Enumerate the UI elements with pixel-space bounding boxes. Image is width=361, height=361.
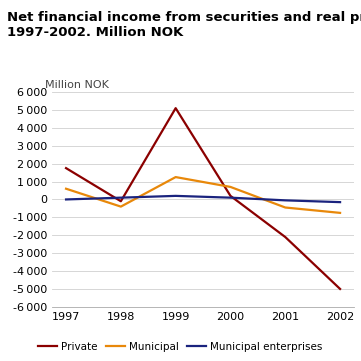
Private bbox=[119, 199, 123, 203]
Legend: Private, Municipal, Municipal enterprises: Private, Municipal, Municipal enterprise… bbox=[34, 338, 327, 356]
Private bbox=[174, 106, 178, 110]
Municipal bbox=[338, 211, 342, 215]
Municipal bbox=[64, 187, 68, 191]
Municipal enterprises bbox=[119, 196, 123, 200]
Line: Municipal: Municipal bbox=[66, 177, 340, 213]
Municipal bbox=[119, 204, 123, 209]
Private bbox=[283, 235, 287, 239]
Line: Municipal enterprises: Municipal enterprises bbox=[66, 196, 340, 202]
Municipal enterprises bbox=[338, 200, 342, 204]
Municipal enterprises bbox=[228, 196, 232, 200]
Private bbox=[64, 166, 68, 170]
Municipal bbox=[283, 205, 287, 210]
Private bbox=[338, 287, 342, 291]
Private bbox=[228, 194, 232, 198]
Municipal bbox=[174, 175, 178, 179]
Line: Private: Private bbox=[66, 108, 340, 289]
Municipal enterprises bbox=[283, 198, 287, 203]
Municipal enterprises bbox=[64, 197, 68, 201]
Text: Net financial income from securities and real property.
1997-2002. Million NOK: Net financial income from securities and… bbox=[7, 11, 361, 39]
Municipal bbox=[228, 185, 232, 189]
Municipal enterprises bbox=[174, 194, 178, 198]
Text: Million NOK: Million NOK bbox=[45, 80, 109, 90]
